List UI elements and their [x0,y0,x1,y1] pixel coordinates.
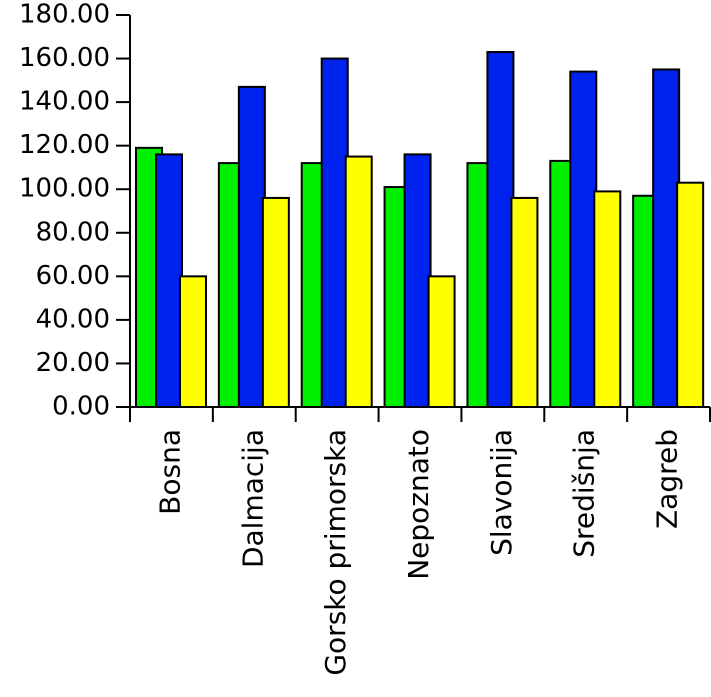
x-tick-label: Slavonija [485,429,518,556]
bar [676,181,705,408]
bar [344,155,373,408]
y-tick-label: 140.00 [19,87,110,117]
bar [155,153,183,408]
bar [593,190,622,408]
bar [427,275,456,409]
y-tick-label: 60.00 [36,261,110,291]
bar [179,275,207,409]
y-tick-label: 40.00 [36,304,110,334]
x-tick-label: Dalmacija [236,429,269,568]
x-tick-label: Zagreb [651,429,684,529]
x-tick-label: Središnja [568,429,601,558]
bar [486,51,515,409]
bar [261,196,290,408]
x-tick-label: Nepoznato [402,429,435,580]
bar [237,85,266,408]
y-tick-label: 160.00 [19,43,110,73]
y-tick-label: 180.00 [19,0,110,30]
bar [510,196,539,408]
bar [569,70,598,408]
y-tick-label: 0.00 [52,392,110,422]
x-tick-label: Gorsko primorska [319,429,352,676]
y-tick-label: 120.00 [19,130,110,160]
bar [652,68,681,408]
y-tick-label: 100.00 [19,174,110,204]
bar [403,153,432,408]
bar [320,57,349,409]
y-tick-label: 80.00 [36,217,110,247]
x-tick-label: Bosna [153,429,186,515]
y-tick-label: 20.00 [36,348,110,378]
